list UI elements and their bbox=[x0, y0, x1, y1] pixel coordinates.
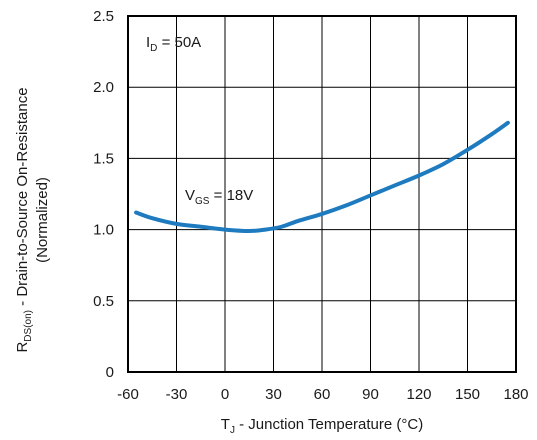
x-tick-label: 60 bbox=[314, 386, 331, 403]
y-axis-label-line2: (Normalized) bbox=[34, 177, 51, 263]
y-tick-label: 0.5 bbox=[93, 293, 114, 310]
x-tick-label: 0 bbox=[221, 386, 229, 403]
y-tick-label: 2.5 bbox=[93, 8, 114, 25]
y-tick-label: 2.0 bbox=[93, 79, 114, 96]
x-tick-label: 90 bbox=[362, 386, 379, 403]
x-tick-label: -60 bbox=[117, 386, 139, 403]
plot-frame bbox=[127, 15, 517, 373]
x-tick-label: 180 bbox=[503, 386, 528, 403]
x-tick-label: 150 bbox=[455, 386, 480, 403]
x-tick-label: 30 bbox=[265, 386, 282, 403]
x-axis-label: TJ - Junction Temperature (°C) bbox=[221, 416, 423, 436]
series-line bbox=[134, 120, 510, 234]
x-tick-label: 120 bbox=[406, 386, 431, 403]
annotation-id: ID = 50A bbox=[146, 34, 201, 54]
y-tick-label: 0 bbox=[106, 364, 114, 381]
annotation-vgs: VGS = 18V bbox=[185, 187, 253, 207]
y-axis-label: RDS(on) - Drain-to-Source On-Resistance bbox=[14, 87, 34, 352]
y-tick-label: 1.5 bbox=[93, 150, 114, 167]
x-tick-labels: -60 -30 0 30 60 90 120 150 180 bbox=[117, 386, 528, 403]
x-tick-label: -30 bbox=[166, 386, 188, 403]
y-tick-label: 1.0 bbox=[93, 222, 114, 239]
y-tick-labels: 0 0.5 1.0 1.5 2.0 2.5 bbox=[93, 8, 114, 381]
